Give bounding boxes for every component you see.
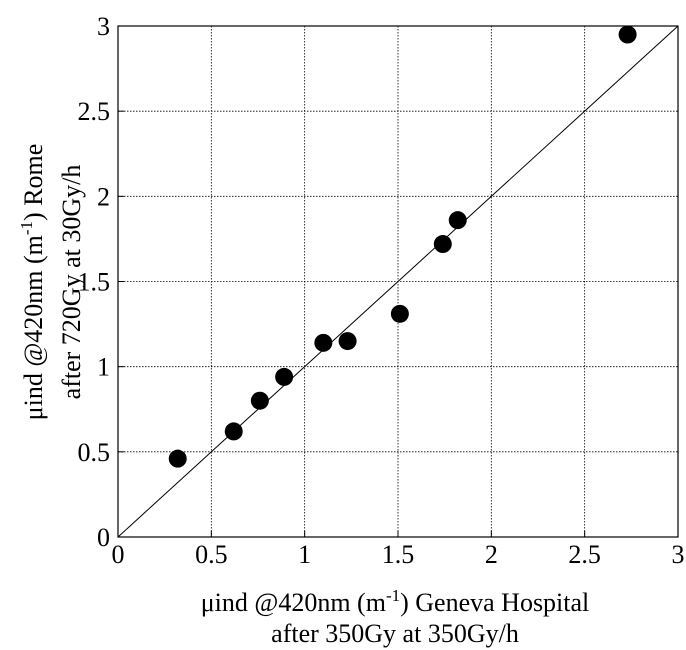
x-tick-label: 1	[298, 540, 311, 569]
y-tick-label: 2	[97, 182, 110, 211]
data-point	[314, 333, 333, 352]
data-point	[618, 25, 637, 44]
data-point	[168, 449, 187, 468]
x-tick-label: 3	[672, 540, 685, 569]
y-axis-label-line2: after 720Gy at 30Gy/h	[57, 165, 86, 400]
data-points	[168, 25, 637, 468]
data-point	[250, 391, 269, 410]
y-tick-label: 2.5	[78, 97, 111, 126]
axis-ticks: 0 0.5 1 1.5 2 2.5 3 0 0.5 1 1.5 2 2.5 3	[78, 12, 685, 569]
x-tick-label: 2.5	[568, 540, 601, 569]
y-axis-label-line1: μind @420nm (m-1) Rome	[17, 144, 48, 421]
y-tick-label: 0.5	[78, 438, 111, 467]
x-axis-label-line2: after 350Gy at 350Gy/h	[271, 619, 519, 648]
x-tick-label: 1.5	[382, 540, 415, 569]
data-point	[338, 332, 357, 351]
y-tick-label: 1	[97, 353, 110, 382]
reference-diagonal-line	[117, 25, 679, 538]
x-tick-label: 0	[112, 540, 125, 569]
data-point	[275, 367, 294, 386]
y-tick-label: 1.5	[78, 268, 111, 297]
data-point	[433, 235, 452, 254]
x-axis-label-line1: μind @420nm (m-1) Geneva Hospital	[201, 586, 590, 617]
y-tick-label: 3	[97, 12, 110, 41]
data-point	[448, 211, 467, 230]
data-point	[224, 422, 243, 441]
data-point	[390, 304, 409, 323]
x-tick-label: 2	[485, 540, 498, 569]
x-tick-label: 0.5	[195, 540, 228, 569]
y-tick-label: 0	[97, 523, 110, 552]
